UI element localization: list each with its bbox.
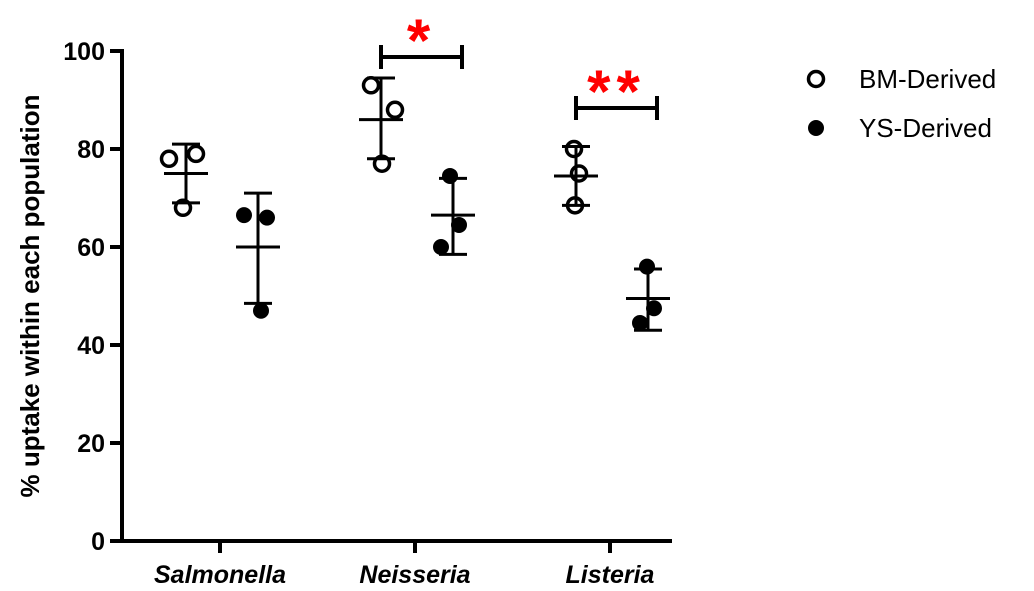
ys-derived-point <box>639 258 655 275</box>
ys-derived-point <box>259 209 275 226</box>
y-tick-label: 40 <box>77 332 105 360</box>
axes: 0 20 40 60 80 100 Salmonella Neisseria Listeria%… <box>15 38 672 589</box>
y-tick-label: 20 <box>77 430 105 458</box>
y-tick-label: 0 <box>91 528 105 556</box>
ys-derived-point <box>442 167 458 184</box>
significance-label: ** <box>587 58 646 125</box>
bm-derived-point <box>186 144 206 164</box>
bm-derived-point <box>361 76 381 95</box>
y-tick-label: 100 <box>63 38 105 66</box>
y-tick-label: 80 <box>77 136 105 164</box>
legend-label: BM-Derived <box>859 64 996 94</box>
x-tick-label: Salmonella <box>154 561 286 589</box>
x-tick-label: Neisseria <box>359 561 470 589</box>
ys-derived-point <box>646 300 662 317</box>
x-tick-label: Listeria <box>566 561 655 589</box>
ys-derived-point <box>451 216 467 233</box>
significance-label: * <box>407 7 436 74</box>
ys-derived-point <box>433 239 449 255</box>
legend-marker <box>808 120 824 136</box>
legend-marker <box>806 69 826 89</box>
ys-derived-point <box>632 314 648 331</box>
bm-derived-point <box>569 164 589 183</box>
y-axis-label: % uptake within each population <box>15 94 45 497</box>
bm-derived-point <box>564 139 584 159</box>
bm-derived-point <box>385 100 405 120</box>
legend: BM-Derived YS-Derived <box>806 64 996 143</box>
ys-derived-point <box>236 207 252 224</box>
y-tick-label: 60 <box>77 234 105 262</box>
bm-derived-point <box>159 149 179 169</box>
plot-marks: *** <box>159 7 670 332</box>
legend-label: YS-Derived <box>859 113 992 143</box>
ys-derived-point <box>253 302 269 319</box>
